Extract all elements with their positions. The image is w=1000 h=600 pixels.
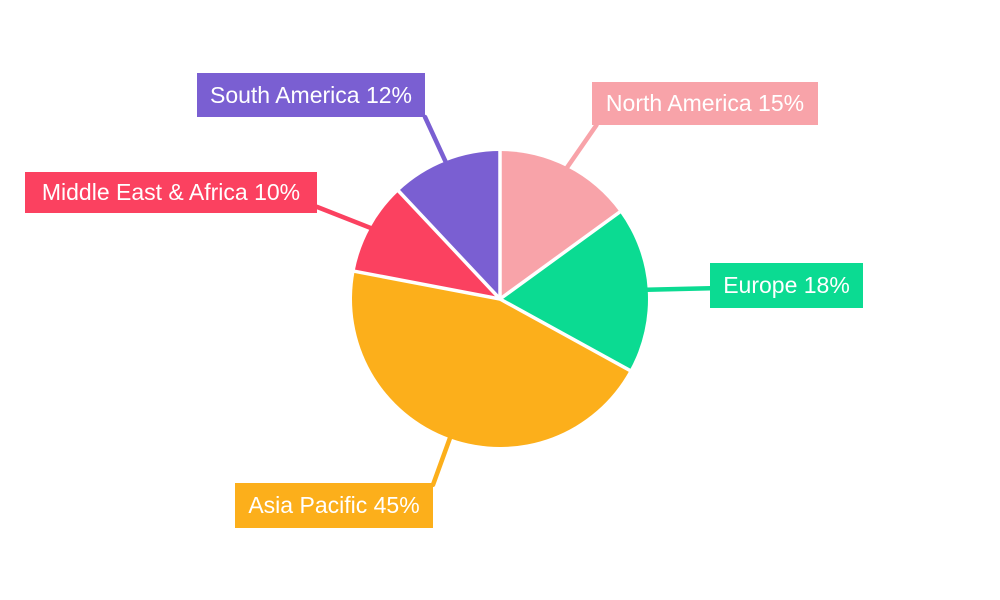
slice-label-europe: Europe 18%: [710, 263, 863, 308]
slice-label-south-america: South America 12%: [197, 73, 425, 117]
slice-separators: [353, 150, 631, 373]
slice-label-north-america: North America 15%: [592, 82, 818, 125]
pie-slice-asia-pacific[interactable]: [352, 271, 630, 447]
leader-lines: [314, 114, 713, 488]
leader-line-asia-pacific: [430, 435, 453, 488]
leader-line-middle-east-africa: [314, 204, 374, 231]
pie-slice-south-america[interactable]: [398, 151, 500, 299]
leader-line-south-america: [422, 114, 449, 165]
pie-slice-middle-east-africa[interactable]: [354, 191, 500, 299]
pie-wedges: [352, 151, 648, 447]
slice-separator: [397, 189, 502, 301]
slice-separator: [498, 210, 622, 301]
slice-label-middle-east-africa: Middle East & Africa 10%: [25, 172, 317, 213]
pie-slice-europe[interactable]: [500, 212, 648, 371]
slice-label-asia-pacific: Asia Pacific 45%: [235, 483, 433, 528]
slice-separator: [353, 269, 501, 301]
leader-line-north-america: [564, 122, 599, 171]
slice-separator: [499, 297, 631, 373]
pie-slice-north-america[interactable]: [500, 151, 620, 299]
leader-line-europe: [644, 285, 713, 293]
